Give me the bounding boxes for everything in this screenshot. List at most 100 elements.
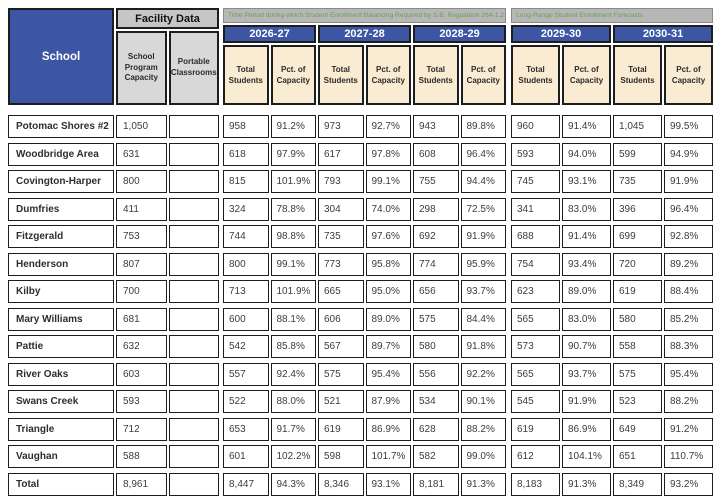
- subheader-pct-capacity: Pct. of Capacity: [460, 45, 506, 105]
- school-facility-rows: Potomac Shores #2 1,050 Woodbridge Area 631…: [8, 115, 219, 496]
- table-row: 653 91.7% 619 86.9% 628 88.2%: [223, 417, 506, 441]
- pct-capacity-cell: 91.7%: [270, 417, 316, 441]
- pct-capacity-cell: 85.2%: [664, 307, 713, 331]
- portable-classrooms-cell: [169, 472, 219, 496]
- total-students-cell: 598: [318, 445, 364, 468]
- facility-subheaders: School Program Capacity Portable Classro…: [116, 31, 219, 105]
- year-header-2030-31: 2030-31: [613, 25, 713, 43]
- forecast-band: Long-Range Student Enrollment Forecasts: [511, 8, 713, 23]
- pct-capacity-cell: 99.0%: [460, 445, 506, 468]
- table-row: Henderson 807: [8, 252, 219, 276]
- table-row: Swans Creek 593: [8, 390, 219, 413]
- pct-capacity-cell: 99.1%: [270, 252, 316, 276]
- capacity-cell: 632: [116, 335, 167, 358]
- facility-header: School Facility Data School Program Capa…: [8, 8, 219, 105]
- pct-capacity-cell: 88.3%: [664, 335, 713, 358]
- capacity-cell: 681: [116, 307, 167, 331]
- table-row: 744 98.8% 735 97.6% 692 91.9%: [223, 225, 506, 248]
- total-students-cell: 558: [613, 335, 662, 358]
- table-row: Dumfries 411: [8, 197, 219, 221]
- pct-capacity-cell: 90.1%: [460, 390, 506, 413]
- total-students-cell: 699: [613, 225, 662, 248]
- pct-capacity-cell: 93.1%: [365, 472, 411, 496]
- portable-classrooms-cell: [169, 115, 219, 138]
- pct-capacity-cell: 84.4%: [460, 307, 506, 331]
- total-students-cell: 623: [511, 280, 560, 303]
- pct-capacity-cell: 92.2%: [460, 362, 506, 386]
- table-row: 542 85.8% 567 89.7% 580 91.8%: [223, 335, 506, 358]
- table-row: 618 97.9% 617 97.8% 608 96.4%: [223, 142, 506, 166]
- pct-capacity-cell: 89.2%: [664, 252, 713, 276]
- pct-capacity-cell: 92.7%: [365, 115, 411, 138]
- portable-classrooms-cell: [169, 225, 219, 248]
- total-students-cell: 745: [511, 170, 560, 193]
- total-students-cell: 651: [613, 445, 662, 468]
- school-name-cell: River Oaks: [8, 362, 114, 386]
- table-row: Total 8,961: [8, 472, 219, 496]
- table-row: Vaughan 588: [8, 445, 219, 468]
- portable-classrooms-cell: [169, 362, 219, 386]
- table-row: 623 89.0% 619 88.4%: [511, 280, 713, 303]
- table-row: 800 99.1% 773 95.8% 774 95.9%: [223, 252, 506, 276]
- total-students-cell: 534: [413, 390, 459, 413]
- total-students-cell: 606: [318, 307, 364, 331]
- pct-capacity-cell: 93.7%: [562, 362, 611, 386]
- capacity-cell: 753: [116, 225, 167, 248]
- total-students-cell: 619: [511, 417, 560, 441]
- school-name-cell: Potomac Shores #2: [8, 115, 114, 138]
- pct-capacity-cell: 83.0%: [562, 197, 611, 221]
- portable-classrooms-cell: [169, 417, 219, 441]
- facility-data-band: Facility Data: [116, 8, 219, 29]
- total-students-cell: 943: [413, 115, 459, 138]
- pct-capacity-cell: 93.7%: [460, 280, 506, 303]
- pct-capacity-cell: 101.9%: [270, 280, 316, 303]
- pct-capacity-cell: 91.8%: [460, 335, 506, 358]
- total-students-cell: 573: [511, 335, 560, 358]
- pct-capacity-cell: 95.9%: [460, 252, 506, 276]
- table-row: Triangle 712: [8, 417, 219, 441]
- total-students-cell: 735: [318, 225, 364, 248]
- total-students-cell: 304: [318, 197, 364, 221]
- table-row: 619 86.9% 649 91.2%: [511, 417, 713, 441]
- year-header-2027-28: 2027-28: [318, 25, 411, 43]
- total-students-cell: 522: [223, 390, 269, 413]
- capacity-cell: 700: [116, 280, 167, 303]
- total-students-cell: 396: [613, 197, 662, 221]
- pct-capacity-cell: 94.9%: [664, 142, 713, 166]
- pct-capacity-cell: 91.3%: [460, 472, 506, 496]
- total-students-cell: 575: [413, 307, 459, 331]
- total-students-cell: 8,447: [223, 472, 269, 496]
- pct-capacity-cell: 110.7%: [664, 445, 713, 468]
- total-students-cell: 793: [318, 170, 364, 193]
- total-students-cell: 8,346: [318, 472, 364, 496]
- pct-capacity-cell: 93.2%: [664, 472, 713, 496]
- total-students-cell: 545: [511, 390, 560, 413]
- pct-capacity-cell: 85.8%: [270, 335, 316, 358]
- pct-capacity-cell: 92.4%: [270, 362, 316, 386]
- table-row: 341 83.0% 396 96.4%: [511, 197, 713, 221]
- school-name-cell: Mary Williams: [8, 307, 114, 331]
- subheader-pct-capacity: Pct. of Capacity: [365, 45, 411, 105]
- pct-capacity-cell: 104.1%: [562, 445, 611, 468]
- subheader-total-students: Total Students: [613, 45, 662, 105]
- subheader-total-students: Total Students: [318, 45, 364, 105]
- table-row: 593 94.0% 599 94.9%: [511, 142, 713, 166]
- total-students-cell: 324: [223, 197, 269, 221]
- total-students-cell: 773: [318, 252, 364, 276]
- school-name-cell: Triangle: [8, 417, 114, 441]
- pct-capacity-cell: 88.4%: [664, 280, 713, 303]
- table-row: 573 90.7% 558 88.3%: [511, 335, 713, 358]
- total-students-cell: 608: [413, 142, 459, 166]
- pct-capacity-cell: 83.0%: [562, 307, 611, 331]
- pct-capacity-cell: 101.7%: [365, 445, 411, 468]
- capacity-cell: 593: [116, 390, 167, 413]
- school-name-cell: Henderson: [8, 252, 114, 276]
- portable-classrooms-cell: [169, 142, 219, 166]
- pct-capacity-cell: 95.4%: [664, 362, 713, 386]
- total-students-cell: 8,181: [413, 472, 459, 496]
- school-name-cell: Vaughan: [8, 445, 114, 468]
- portable-classrooms-cell: [169, 252, 219, 276]
- pct-capacity-cell: 78.8%: [270, 197, 316, 221]
- table-row: 601 102.2% 598 101.7% 582 99.0%: [223, 445, 506, 468]
